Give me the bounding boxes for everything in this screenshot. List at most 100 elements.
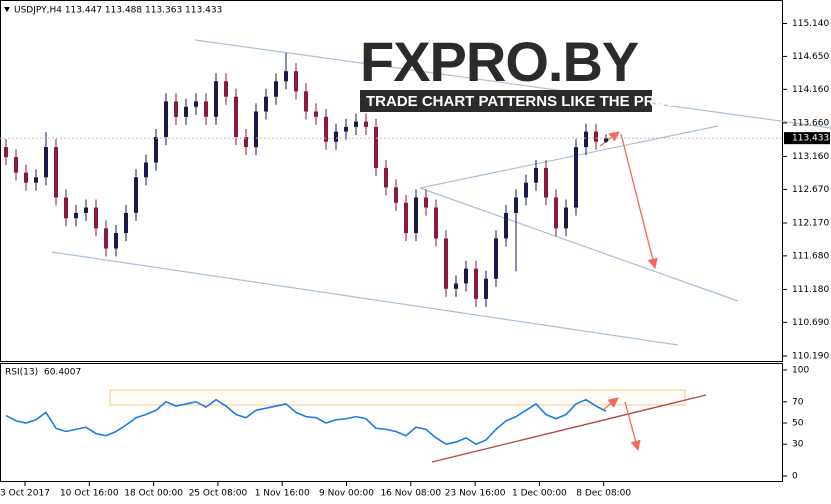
candle-body [184, 106, 188, 117]
candle-body [214, 81, 218, 117]
trend-lines [51, 39, 831, 463]
rsi-current: 60.4007 [44, 368, 81, 378]
watermark-band [360, 90, 652, 112]
candle-body [254, 111, 258, 148]
candle-body [34, 177, 38, 183]
candle-body [24, 172, 28, 183]
x-tick-label: 9 Nov 00:00 [319, 489, 374, 499]
candle-body [294, 71, 298, 92]
rsi-line [5, 398, 607, 446]
candle-body [584, 131, 588, 148]
candle-body [144, 162, 148, 178]
candle-body [564, 207, 568, 229]
trend-line [431, 394, 707, 463]
candle-body [494, 238, 498, 279]
candle-body [474, 268, 478, 299]
candle-body [394, 187, 398, 203]
candle-body [364, 121, 368, 127]
candle-body [234, 96, 238, 138]
candle-body [454, 283, 458, 289]
candle-body [374, 126, 378, 168]
candle-body [434, 207, 438, 239]
y-tick-label: 110.190 [792, 351, 829, 361]
candle-body [444, 238, 448, 289]
watermark: FXPRO.BY TRADE CHART PATTERNS LIKE THE P… [360, 30, 676, 112]
candle-body [164, 101, 168, 138]
x-tick-label: 10 Oct 16:00 [60, 489, 119, 499]
candle-body [304, 91, 308, 112]
resistance-zone [109, 389, 686, 406]
menu-icon [4, 7, 10, 12]
watermark-title: FXPRO.BY [360, 30, 639, 93]
candle-body [514, 197, 518, 213]
candle-body [134, 177, 138, 213]
current-price-box [784, 132, 830, 145]
y-tick-label: 113.660 [792, 118, 829, 128]
y-tick-label: 115.140 [792, 19, 829, 29]
price-panel [0, 0, 783, 362]
candle-body [124, 212, 128, 234]
candle-body [154, 137, 158, 163]
candle-body [504, 212, 508, 239]
candle-body [604, 138, 608, 142]
candle-body [114, 233, 118, 249]
y-tick-label: 113.160 [792, 152, 829, 162]
y-tick-label: 112.670 [792, 185, 829, 195]
candle-body [194, 101, 198, 107]
y-tick-label: 112.170 [792, 218, 829, 228]
x-tick-label: 3 Oct 2017 [0, 489, 50, 499]
candle-body [224, 81, 228, 97]
trend-line [51, 251, 679, 346]
candle-body [574, 147, 578, 208]
candle-body [264, 96, 268, 112]
candle-body [204, 101, 208, 117]
candle-body [4, 147, 8, 158]
candle-body [244, 137, 248, 148]
arrow [624, 401, 641, 452]
y-tick-label: 111.180 [792, 285, 829, 295]
arrow [599, 131, 620, 147]
candle-body [74, 212, 78, 219]
x-tick-label: 1 Dec 00:00 [512, 489, 567, 499]
x-tick-label: 23 Nov 16:00 [445, 489, 506, 499]
candle-body [54, 147, 58, 198]
current-price-label: 113.433 [792, 134, 829, 144]
candle-body [424, 197, 428, 208]
price-title: USDJPY,H4 113.447 113.488 113.363 113.43… [14, 6, 222, 16]
watermark-subtitle: TRADE CHART PATTERNS LIKE THE PROS [366, 93, 676, 110]
x-tick-label: 1 Nov 16:00 [255, 489, 310, 499]
y-tick-label: 0 [792, 472, 798, 482]
y-tick-label: 70 [792, 397, 804, 407]
trend-line [194, 39, 831, 129]
trend-line [419, 125, 719, 189]
candle-body [174, 101, 178, 117]
y-tick-label: 50 [792, 419, 804, 429]
candle-body [94, 207, 98, 229]
y-tick-label: 30 [792, 440, 804, 450]
x-tick-label: 25 Oct 08:00 [189, 489, 248, 499]
candle-body [274, 81, 278, 97]
candle-body [524, 182, 528, 198]
candle-body [324, 116, 328, 142]
candle-body [594, 131, 598, 142]
y-tick-label: 110.690 [792, 318, 829, 328]
rsi-title: RSI(13) [5, 368, 38, 378]
candle-body [344, 126, 348, 132]
candle-body [104, 228, 108, 249]
candle-body [314, 111, 318, 117]
candle-body [284, 71, 288, 82]
candle-body [534, 167, 538, 183]
candle-body [414, 197, 418, 234]
candle-body [354, 121, 358, 127]
candle-body [404, 202, 408, 234]
candle-body [44, 147, 48, 178]
candle-body [384, 167, 388, 188]
candle-body [464, 268, 468, 284]
y-tick-label: 100 [792, 366, 809, 376]
candle-body [484, 278, 488, 299]
arrow [620, 133, 658, 270]
arrow [602, 397, 619, 411]
candle-body [14, 157, 18, 173]
